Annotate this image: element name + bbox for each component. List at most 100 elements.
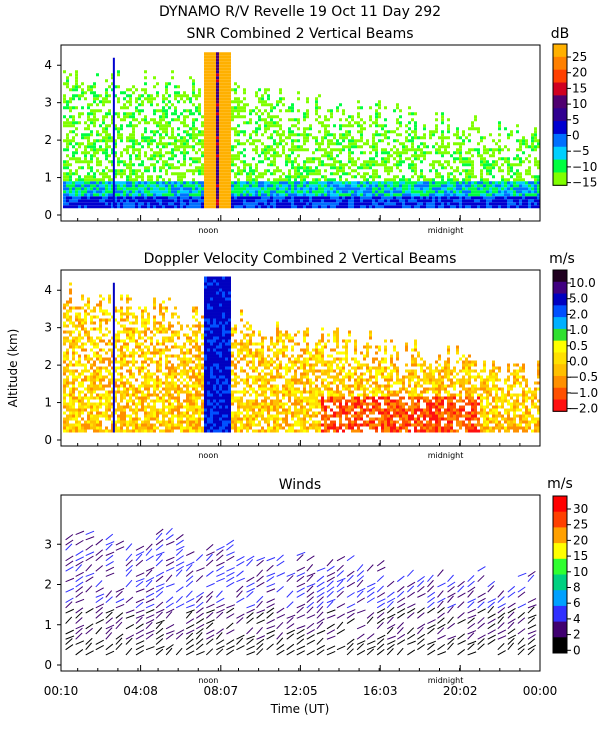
doppler-cell [186,405,189,409]
doppler-cell [147,357,150,361]
snr-cell [303,178,306,182]
doppler-cell [141,348,144,352]
doppler-cell [105,342,108,346]
doppler-cell [72,411,75,415]
snr-cell [423,142,426,146]
snr-cell [300,181,303,185]
doppler-cell [144,357,147,361]
snr-cell [102,181,105,185]
snr-cell [150,190,153,194]
doppler-cell [117,390,120,394]
snr-cell [387,157,390,161]
snr-cell [123,160,126,164]
doppler-cell [99,423,102,427]
doppler-cell [69,390,72,394]
snr-cell [138,190,141,194]
doppler-cell [117,360,120,364]
snr-cell [198,112,201,116]
snr-cell [267,112,270,116]
doppler-cell [66,393,69,397]
snr-cell [108,178,111,182]
snr-cell [495,163,498,167]
snr-cell [222,145,225,149]
snr-cell [129,121,132,125]
snr-cell [207,127,210,131]
snr-cell [264,121,267,125]
doppler-cell [84,369,87,373]
snr-cell [147,175,150,179]
snr-cell [72,199,75,203]
doppler-cell [138,345,141,349]
snr-cell [534,190,537,194]
snr-cell [471,196,474,200]
snr-cell [198,199,201,203]
snr-cell [261,184,264,188]
snr-cell [522,178,525,182]
doppler-cell [186,390,189,394]
snr-cell [126,88,129,92]
doppler-cell [72,336,75,340]
snr-cell [501,181,504,185]
doppler-cell [135,360,138,364]
snr-cell [321,142,324,146]
snr-cell [87,205,90,209]
snr-cell [285,163,288,167]
snr-cell [216,52,219,56]
doppler-heatmap [63,276,540,433]
snr-cell [414,130,417,134]
snr-cell [270,181,273,185]
snr-cell [144,166,147,170]
snr-cell [480,160,483,164]
snr-cell [213,70,216,74]
doppler-cell [135,387,138,391]
snr-cell [378,139,381,143]
snr-cell [444,148,447,152]
snr-cell [363,166,366,170]
doppler-cell [183,405,186,409]
snr-cell [204,172,207,176]
snr-cell [105,145,108,149]
snr-cell [435,193,438,197]
snr-cell [198,94,201,98]
doppler-cell [63,312,66,316]
snr-cell [90,130,93,134]
snr-cell [228,139,231,143]
snr-cell [180,163,183,167]
snr-cell [105,100,108,104]
doppler-cell [114,393,117,397]
snr-cell [228,52,231,56]
snr-cell [486,181,489,185]
snr-cell [132,130,135,134]
doppler-cell [120,306,123,310]
snr-cell [333,196,336,200]
snr-cell [405,181,408,185]
snr-cell [201,142,204,146]
snr-cell [213,121,216,125]
snr-cell [363,178,366,182]
snr-cell [147,97,150,101]
snr-cell [381,205,384,209]
snr-cell [501,202,504,206]
snr-cell [492,205,495,209]
snr-cell [393,181,396,185]
snr-cell [225,70,228,74]
doppler-cell [153,408,156,412]
doppler-cell [96,408,99,412]
snr-cell [447,196,450,200]
doppler-cell [69,381,72,385]
doppler-cell [165,309,168,313]
snr-cell [447,181,450,185]
snr-cell [216,139,219,143]
snr-cell [141,160,144,164]
snr-cell [138,175,141,179]
snr-cell [165,91,168,95]
snr-cell [195,106,198,110]
doppler-cell [96,351,99,355]
doppler-cell [180,351,183,355]
snr-cell [354,142,357,146]
snr-cell [378,175,381,179]
snr-cell [66,142,69,146]
snr-cell [225,190,228,194]
snr-cell [129,187,132,191]
snr-y-tick-label: 2 [44,133,52,147]
